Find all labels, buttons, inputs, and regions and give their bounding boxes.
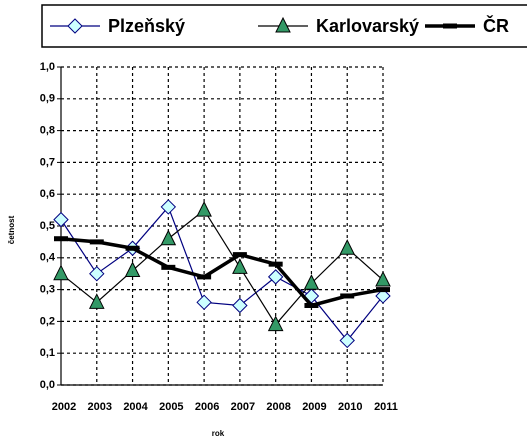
y-axis-label: četnost <box>7 215 16 244</box>
data-point <box>303 274 320 290</box>
y-tick-label: 0,6 <box>40 188 55 200</box>
data-point <box>232 252 247 258</box>
data-point <box>161 264 176 270</box>
plot-area <box>61 67 383 385</box>
data-point <box>267 269 284 285</box>
legend-marker <box>67 18 83 34</box>
x-tick-label: 2009 <box>302 401 326 413</box>
data-point <box>304 303 319 308</box>
y-tick-label: 0,2 <box>40 315 55 327</box>
x-tick-label: 2006 <box>195 401 219 413</box>
y-tick-label: 0,1 <box>40 347 55 359</box>
data-point <box>125 245 140 251</box>
y-tick-label: 0,0 <box>40 379 55 391</box>
data-point <box>267 315 284 332</box>
data-point <box>376 287 390 293</box>
data-point <box>196 294 212 311</box>
data-point <box>339 239 356 255</box>
x-tick-label: 2011 <box>374 401 398 413</box>
data-point <box>88 293 105 309</box>
y-tick-label: 0,8 <box>40 125 55 137</box>
legend-marker <box>443 23 457 29</box>
data-point <box>268 261 283 267</box>
series-line <box>60 205 384 342</box>
data-point <box>160 229 177 246</box>
data-point <box>375 270 391 287</box>
x-tick-label: 2002 <box>52 401 76 413</box>
data-point <box>54 236 68 242</box>
x-tick-label: 2004 <box>123 401 148 413</box>
legend-label: Plzeňský <box>108 16 185 36</box>
data-point <box>53 211 69 228</box>
legend-label: Karlovarský <box>316 16 419 36</box>
data-point <box>339 332 355 349</box>
data-point <box>196 200 212 217</box>
y-tick-label: 0,7 <box>40 156 55 168</box>
data-point <box>124 261 141 278</box>
y-tick-label: 1,0 <box>40 61 55 73</box>
legend-label: ČR <box>483 15 509 36</box>
data-point <box>89 239 104 245</box>
data-point <box>89 265 105 282</box>
x-tick-label: 2005 <box>159 401 183 413</box>
x-tick-label: 2010 <box>338 401 362 413</box>
x-axis-label: rok <box>212 429 225 438</box>
series-line <box>60 236 384 308</box>
data-point <box>232 258 248 274</box>
y-tick-label: 0,3 <box>40 284 55 296</box>
y-tick-label: 0,4 <box>40 252 56 264</box>
y-tick-label: 0,9 <box>40 93 55 105</box>
y-tick-label: 0,5 <box>40 220 55 232</box>
data-point <box>160 199 177 215</box>
data-point <box>197 274 212 280</box>
x-tick-label: 2003 <box>88 401 112 413</box>
x-tick-label: 2008 <box>266 401 290 413</box>
series-line <box>60 209 384 326</box>
legend-marker <box>275 16 291 33</box>
data-point <box>375 288 391 304</box>
x-tick-label: 2007 <box>231 401 255 413</box>
data-point <box>232 297 248 314</box>
data-point <box>53 264 69 281</box>
data-point <box>340 293 355 299</box>
